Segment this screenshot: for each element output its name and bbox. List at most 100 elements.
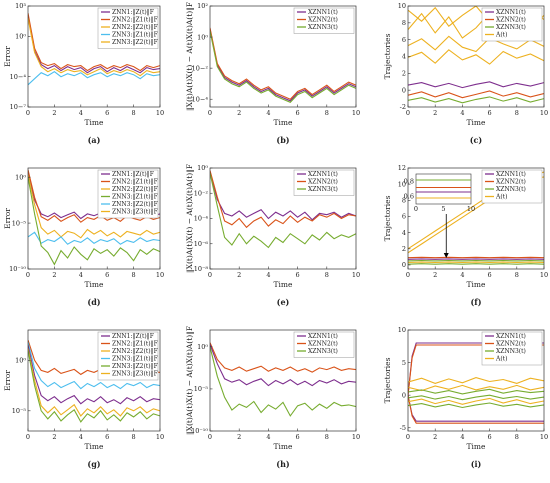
y-tick-label: 10⁻⁵ (12, 219, 27, 227)
series-line-b-0 (210, 29, 356, 102)
x-tick-label: 6 (488, 109, 492, 117)
x-axis-label: Time (274, 280, 294, 289)
x-tick-label: 10 (352, 271, 360, 279)
legend-entry: ZNN1:‖Z(t)‖F (112, 333, 154, 340)
y-tick-label: 10 (398, 326, 406, 334)
x-tick-label: 2 (433, 109, 437, 117)
y-tick-label: 10⁰ (15, 173, 26, 181)
inset-x-tick: 5 (441, 205, 445, 213)
legend-entry: XZNN1(t) (496, 333, 526, 340)
y-axis-label: Error (3, 370, 12, 391)
y-tick-label: -2 (400, 103, 406, 111)
x-tick-label: 4 (460, 433, 464, 441)
legend-entry: XZNN2(t) (496, 17, 526, 24)
x-tick-label: 2 (52, 433, 56, 441)
legend-entry: ZNN3:‖Z1(t)‖F (112, 194, 158, 201)
panel-caption: (g) (87, 459, 100, 469)
y-tick-label: -5 (400, 424, 406, 432)
y-tick-label: 10⁻⁵ (12, 407, 27, 415)
series-line-c-4 (408, 81, 544, 89)
x-tick-label: 0 (406, 433, 410, 441)
x-tick-label: 10 (156, 271, 164, 279)
x-axis-label: Time (467, 280, 487, 289)
panel-caption: (d) (87, 297, 100, 307)
y-axis-label: Trajectories (383, 33, 392, 79)
series-line-d-1 (28, 169, 160, 223)
panel-caption: (i) (471, 459, 482, 469)
legend-entry: ZNN3:‖Z3(t)‖F (112, 371, 158, 378)
x-tick-label: 0 (406, 271, 410, 279)
series-line-a-2 (28, 17, 160, 77)
x-tick-label: 10 (156, 109, 164, 117)
y-tick-label: 2 (402, 245, 406, 253)
panel-i: 0 2 4 6 8 10-50510TimeTrajectories(i)XZNN1(t)… (383, 326, 548, 469)
x-axis-label: Time (85, 118, 105, 127)
y-tick-label: 6 (402, 213, 406, 221)
legend-entry: ZNN2:‖Z2(t)‖F (112, 348, 158, 355)
legend-entry: A(t) (495, 32, 507, 39)
panel-e: 0 2 4 6 8 10 10⁻⁸ 10⁻⁶ 10⁻⁴ 10⁻² 10⁰ Time ‖X(t)A(t)X… (185, 164, 360, 307)
legend: XZNN1(t)XZNN2(t)XZNN3(t) (293, 7, 355, 34)
legend-entry: XZNN1(t) (308, 171, 338, 178)
legend-entry: ZNN2:‖Z1(t)‖F (112, 17, 158, 24)
series-line-i-9 (408, 402, 544, 409)
series-line-h-2 (210, 346, 356, 417)
legend-entry: ZNN3:‖Z3(t)‖F (112, 209, 158, 216)
legend-entry: XZNN3(t) (496, 348, 526, 355)
y-tick-label: 4 (402, 229, 406, 237)
legend-entry: ZNN3:‖Z2(t)‖F (112, 39, 158, 46)
series-line-i-2 (408, 395, 544, 422)
panel-caption: (f) (470, 297, 481, 307)
y-tick-label: 10−⁴ (10, 73, 27, 81)
y-axis-label: Error (3, 208, 12, 229)
x-axis-label: Time (274, 442, 294, 451)
inset-x-tick: 10 (467, 205, 475, 213)
y-tick-label: 10⁻² (194, 189, 209, 197)
series-line-d-3 (28, 231, 160, 245)
x-tick-label: 0 (406, 109, 410, 117)
x-tick-label: 10 (156, 433, 164, 441)
y-axis-label: ‖X(t)A(t)X(t) − A(t)X(t)A(t)‖F (185, 326, 194, 435)
x-tick-label: 6 (105, 109, 109, 117)
x-axis-label: Time (85, 442, 105, 451)
y-tick-label: 4 (402, 53, 406, 61)
series-line-c-3 (408, 49, 544, 65)
legend-entry: ZNN3:‖Z2(t)‖F (112, 201, 158, 208)
x-tick-label: 4 (460, 271, 464, 279)
y-tick-label: 10⁰ (15, 33, 26, 41)
panel-f: 0 2 4 6 8 10 0 2 4 6 8 10 12 Time Trajectories (f) XZNN1… (383, 164, 548, 307)
y-axis-label: ‖X(t)A(t)X(t) − A(t)X(t)A(t)‖F (185, 164, 194, 273)
panel-caption: (e) (277, 297, 290, 307)
axes-frame (27, 5, 161, 108)
y-tick-label: 10⁻⁶ (194, 240, 209, 248)
series-line-g-2 (28, 344, 160, 405)
y-tick-label: 8 (402, 197, 406, 205)
x-tick-label: 2 (433, 433, 437, 441)
series-line-e-0 (210, 171, 356, 221)
x-tick-label: 4 (266, 271, 270, 279)
series-line-a-3 (28, 71, 160, 86)
legend-entry: ZNN2:‖Z1(t)‖F (112, 341, 158, 348)
series-line-i-8 (408, 397, 544, 405)
y-tick-label: 10−⁷ (10, 103, 27, 111)
series-line-c-5 (408, 90, 544, 99)
series-line-i-7 (408, 394, 544, 401)
x-tick-label: 10 (352, 433, 360, 441)
series-line-h-1 (210, 344, 356, 387)
x-tick-label: 8 (515, 109, 519, 117)
series-line-d-2 (28, 174, 160, 239)
x-tick-label: 4 (460, 109, 464, 117)
y-tick-label: 10−⁴ (192, 95, 209, 103)
panel-caption: (a) (88, 135, 101, 145)
x-tick-label: 0 (26, 271, 30, 279)
y-tick-label: 10⁰ (197, 164, 208, 172)
y-tick-label: 10⁻¹⁰ (9, 265, 26, 273)
y-tick-label: 12 (398, 164, 406, 172)
series-line-g-1 (28, 341, 160, 390)
panel-g: 0 2 4 6 8 1010⁻⁵10⁰TimeError(g)ZNN1:‖Z(t)‖FZN… (3, 329, 164, 469)
x-tick-label: 8 (515, 433, 519, 441)
series-line-h-0 (210, 342, 356, 373)
legend-entry: ZNN3:‖Z1(t)‖F (112, 356, 158, 363)
x-tick-label: 6 (296, 433, 300, 441)
